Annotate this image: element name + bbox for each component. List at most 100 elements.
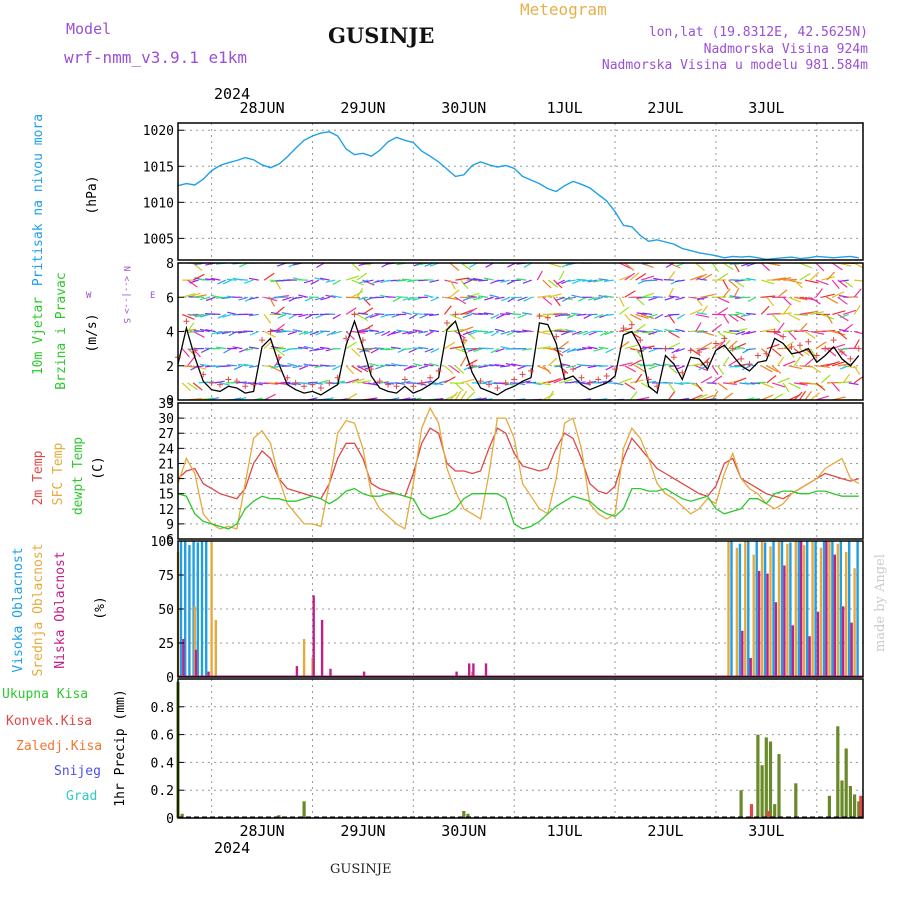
wind-gust-marker	[620, 325, 627, 332]
wind-arrow	[298, 330, 309, 335]
wind-arrow	[729, 348, 740, 352]
y-tick-label: 25	[158, 637, 174, 652]
wind-arrow	[636, 312, 647, 315]
wind-arrow	[345, 365, 355, 375]
panel-frame	[177, 122, 864, 261]
mid-cloud-bar	[752, 554, 755, 677]
wind-arrow	[582, 279, 592, 282]
wind-arrow	[605, 348, 615, 354]
y-tick-label: 0.4	[151, 756, 175, 771]
wind-arrow	[429, 313, 440, 317]
wind-gust-marker	[855, 345, 862, 352]
wind-arrow	[269, 297, 275, 307]
wind-arrow	[494, 296, 505, 300]
wind-arrow	[722, 263, 734, 271]
wind-arrow	[314, 365, 325, 368]
wind-arrow	[799, 273, 811, 281]
wind-arrow	[788, 365, 803, 370]
wind-arrow	[782, 341, 794, 350]
wind-arrow	[281, 329, 292, 333]
date-label-top: 30JUN	[441, 99, 486, 117]
wind-arrow	[194, 313, 205, 318]
conv-precip-bar	[749, 804, 754, 818]
high-cloud-bar	[755, 541, 758, 677]
wind-arrow	[853, 365, 861, 376]
wind-arrow	[711, 365, 719, 375]
high-cloud-bar	[856, 541, 859, 677]
wind-arrow	[642, 346, 653, 350]
wind-arrow	[553, 296, 561, 307]
wind-arrow	[624, 263, 635, 271]
wind-arrow	[794, 329, 809, 333]
wind-arrow	[281, 312, 292, 315]
wind-arrow	[735, 346, 745, 350]
model-name: wrf-nmm_v3.9.1 e1km	[64, 48, 248, 67]
wind-arrow	[832, 361, 846, 367]
low-cloud-bar	[766, 573, 769, 677]
wind-arrow	[330, 294, 341, 298]
wind-arrow	[537, 330, 551, 335]
wind-arrow	[466, 292, 480, 298]
wind-arrow	[358, 312, 369, 315]
wind-arrow	[332, 365, 341, 371]
wind-arrow	[205, 296, 216, 302]
wind-arrow	[675, 365, 686, 370]
date-label-top: 28JUN	[239, 99, 284, 117]
wind-arrow	[593, 296, 604, 301]
wind-gust-marker	[830, 337, 837, 344]
wind-arrow	[444, 341, 456, 350]
wind-arrow	[243, 348, 254, 352]
compass-arrows: <--|-->	[121, 276, 131, 315]
wind-arrow	[635, 348, 643, 358]
wind-arrow	[425, 330, 434, 337]
low-cloud-bar	[329, 668, 332, 677]
total-precip-bar	[180, 813, 184, 818]
wind-arrow	[500, 346, 511, 350]
wind-arrow	[711, 375, 723, 384]
wind-arrow	[396, 296, 407, 298]
wind-arrow	[465, 307, 478, 315]
wind-gust-marker	[485, 381, 492, 388]
wind-arrow	[542, 393, 555, 400]
date-label-bottom: 1JUL	[547, 822, 583, 840]
wind-arrow	[478, 312, 489, 315]
wind-arrow	[676, 313, 686, 320]
wind-arrow	[199, 328, 210, 333]
mid-cloud-bar	[210, 541, 213, 677]
wind-arrow	[443, 305, 452, 315]
wind-arrow	[746, 277, 756, 281]
wind-gust-marker	[763, 350, 770, 357]
wind-arrow	[741, 330, 751, 336]
sfc-temp-line	[177, 406, 860, 530]
panel-frame	[177, 540, 864, 678]
wind-arrow	[711, 390, 719, 400]
year-label-bottom: 2024	[214, 839, 251, 857]
high-cloud-bar	[188, 545, 191, 677]
wind-arrow	[831, 263, 843, 271]
wind-arrow	[766, 375, 777, 384]
wind-arrow	[248, 296, 259, 300]
wind-arrow	[648, 348, 658, 353]
wind-arrow	[226, 278, 237, 281]
wind-arrow	[733, 287, 740, 298]
wind-arrow	[181, 382, 191, 392]
wind-arrow	[700, 394, 714, 400]
wind-arrow	[483, 312, 494, 315]
wind-arrow	[467, 278, 478, 281]
wind-arrow	[740, 313, 751, 317]
y-tick-label: 18	[158, 473, 174, 488]
wind-arrow	[729, 313, 740, 316]
wind-arrow	[496, 313, 505, 319]
wind-arrow	[831, 279, 840, 289]
wind-arrow	[510, 330, 521, 333]
high-cloud-bar	[822, 541, 826, 677]
wind-arrow	[499, 313, 511, 315]
year-label-top: 2024	[214, 85, 251, 103]
wind-arrow	[695, 313, 710, 318]
wind-arrow	[356, 287, 364, 298]
wind-arrow	[270, 311, 281, 315]
wind-arrow	[733, 313, 746, 321]
wind-arrow	[619, 263, 632, 269]
wind-arrow	[723, 382, 737, 385]
wind-arrow	[766, 312, 781, 315]
